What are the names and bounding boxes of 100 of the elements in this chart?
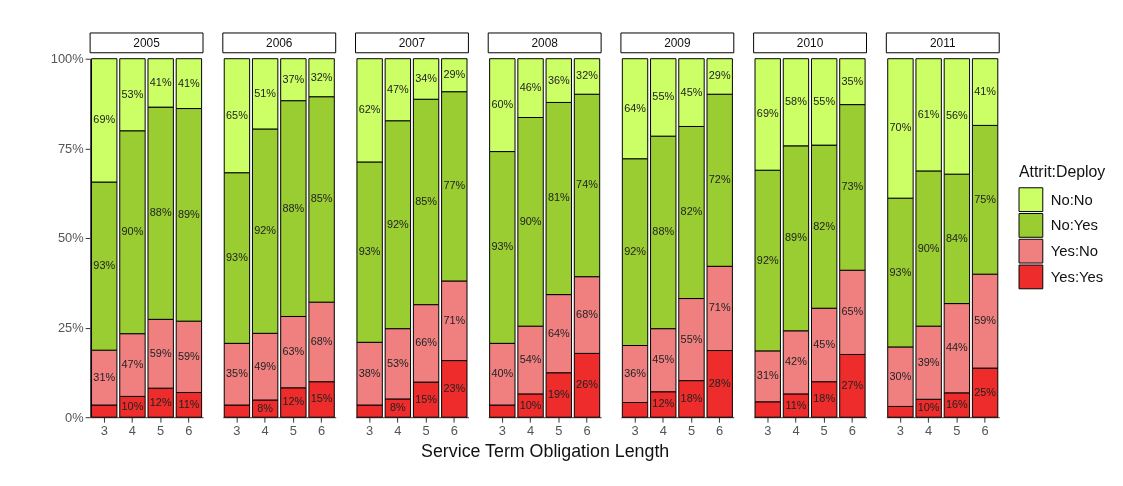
annotation: 11% — [178, 397, 200, 410]
legend-label: Yes:No — [1050, 243, 1099, 260]
annotation: 30% — [889, 369, 912, 382]
y-tick-label: 75% — [57, 140, 84, 156]
legend-label: No:Yes — [1050, 217, 1099, 234]
annotation: 41% — [974, 85, 997, 98]
chart-title: 2011 — [929, 35, 956, 50]
y-tick-label: 25% — [57, 320, 84, 336]
annotation: 31% — [756, 369, 779, 382]
annotation: 85% — [415, 194, 438, 207]
annotation: 38% — [358, 366, 381, 379]
annotation: 93% — [491, 240, 514, 253]
annotation: 11% — [785, 398, 807, 411]
annotation: 41% — [149, 75, 172, 88]
chart-title: 2005 — [133, 35, 161, 50]
annotation: 59% — [149, 346, 172, 359]
x-tick-label: 4 — [394, 422, 402, 438]
annotation: 37% — [282, 72, 305, 85]
annotation: 68% — [310, 334, 333, 347]
annotation: 12% — [282, 395, 305, 408]
annotation: 39% — [917, 355, 940, 368]
annotation: 47% — [386, 82, 410, 95]
x-tick-label: 6 — [185, 422, 193, 438]
annotation: 19% — [547, 387, 570, 400]
annotation: 31% — [93, 370, 116, 383]
x-tick-label: 3 — [100, 422, 108, 438]
chart-title: 2009 — [664, 35, 691, 50]
annotation: 84% — [945, 231, 969, 244]
x-tick-label: 5 — [555, 422, 563, 438]
x-tick-label: 4 — [526, 422, 535, 438]
annotation: 41% — [178, 76, 201, 89]
x-tick-label: 3 — [233, 422, 241, 438]
annotation: 40% — [491, 367, 514, 380]
annotation: 45% — [652, 353, 675, 366]
x-tick-label: 5 — [289, 422, 297, 438]
annotation: 8% — [389, 401, 407, 414]
annotation: 10% — [917, 401, 940, 414]
annotation: 88% — [652, 225, 675, 238]
annotation: 53% — [386, 356, 410, 369]
x-tick-label: 6 — [583, 422, 591, 438]
annotation: 46% — [519, 81, 542, 94]
annotation: 77% — [443, 179, 466, 192]
annotation: 82% — [680, 205, 703, 218]
chart-title: 2008 — [531, 35, 559, 50]
annotation: 55% — [652, 90, 675, 103]
annotation: 89% — [178, 207, 201, 220]
annotation: 82% — [813, 219, 836, 232]
annotation: 93% — [93, 259, 116, 272]
annotation: 81% — [547, 191, 570, 204]
annotation: 93% — [358, 245, 381, 258]
annotation: 32% — [310, 70, 333, 83]
x-tick-label: 4 — [659, 422, 667, 438]
annotation: 62% — [358, 103, 381, 116]
annotation: 58% — [785, 95, 808, 108]
annotation: 93% — [226, 251, 249, 264]
annotation: 89% — [785, 231, 808, 244]
x-tick-label: 4 — [261, 422, 269, 438]
annotation: 12% — [149, 395, 172, 408]
annotation: 55% — [680, 332, 703, 345]
annotation: 61% — [917, 107, 940, 120]
annotation: 60% — [491, 98, 514, 111]
annotation: 59% — [974, 314, 997, 327]
annotation: 88% — [149, 206, 172, 219]
annotation: 49% — [254, 359, 277, 372]
x-tick-label: 6 — [848, 422, 856, 438]
annotation: 35% — [841, 74, 864, 87]
y-tick-label: 100% — [50, 51, 84, 67]
annotation: 29% — [443, 68, 466, 81]
annotation: 36% — [624, 366, 647, 379]
x-tick-label: 3 — [498, 422, 506, 438]
x-tick-label: 5 — [157, 422, 165, 438]
annotation: 10% — [519, 398, 542, 411]
annotation: 66% — [415, 336, 438, 349]
annotation: 73% — [841, 180, 864, 193]
annotation: 45% — [813, 337, 836, 350]
annotation: 53% — [121, 87, 144, 100]
x-tick-label: 4 — [925, 422, 933, 438]
annotation: 47% — [121, 358, 144, 371]
annotation: 27% — [841, 378, 864, 391]
x-axis-title: Service Term Obligation Length — [421, 441, 670, 462]
annotation: 15% — [310, 392, 333, 405]
annotation: 29% — [708, 69, 731, 82]
annotation: 90% — [121, 225, 144, 238]
annotation: 68% — [576, 308, 599, 321]
annotation: 35% — [226, 367, 249, 380]
x-tick-label: 5 — [953, 422, 961, 438]
annotation: 85% — [310, 192, 333, 205]
annotation: 23% — [443, 381, 466, 394]
annotation: 59% — [178, 349, 201, 362]
annotation: 88% — [282, 201, 305, 214]
x-tick-label: 3 — [366, 422, 374, 438]
y-tick-label: 50% — [57, 230, 84, 246]
annotation: 74% — [576, 178, 599, 191]
annotation: 45% — [680, 85, 703, 98]
chart-title: 2010 — [796, 35, 824, 50]
annotation: 65% — [841, 305, 864, 318]
annotation: 72% — [708, 173, 731, 186]
annotation: 93% — [889, 265, 912, 278]
annotation: 75% — [974, 192, 997, 205]
annotation: 69% — [93, 113, 116, 126]
